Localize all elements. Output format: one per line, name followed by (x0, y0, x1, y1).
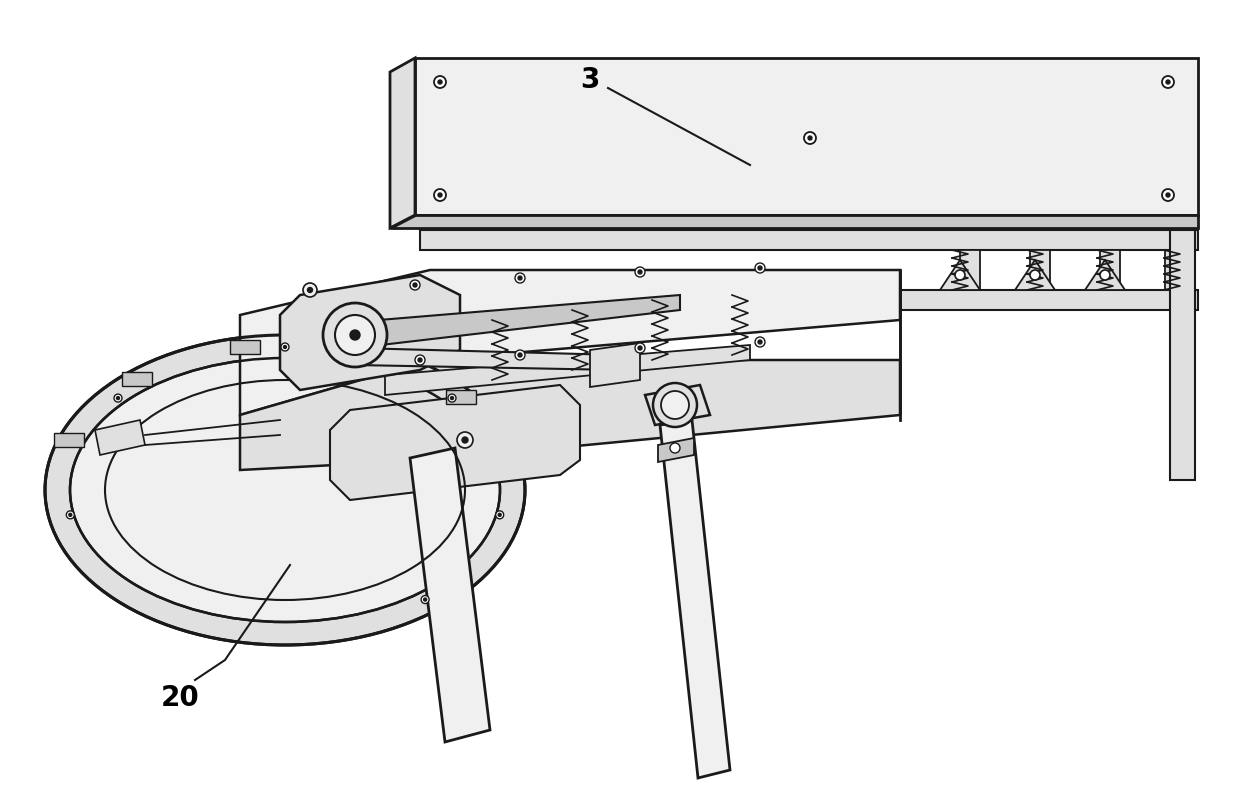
Circle shape (1166, 193, 1171, 197)
Circle shape (434, 189, 446, 201)
Circle shape (438, 193, 441, 197)
Circle shape (424, 598, 427, 601)
Polygon shape (660, 420, 730, 778)
Circle shape (515, 273, 525, 283)
Polygon shape (1171, 230, 1195, 480)
Polygon shape (367, 351, 397, 366)
Circle shape (463, 437, 467, 443)
Circle shape (413, 283, 417, 287)
Ellipse shape (45, 335, 525, 645)
Circle shape (114, 394, 122, 402)
Circle shape (635, 267, 645, 277)
Circle shape (955, 270, 965, 280)
Circle shape (438, 80, 441, 84)
Circle shape (804, 132, 816, 144)
Polygon shape (241, 360, 900, 470)
Circle shape (1100, 270, 1110, 280)
Circle shape (653, 383, 697, 427)
Polygon shape (410, 448, 490, 742)
Circle shape (758, 340, 763, 344)
Polygon shape (384, 345, 750, 395)
Polygon shape (590, 343, 640, 387)
Circle shape (639, 346, 642, 350)
Circle shape (1162, 76, 1174, 88)
Polygon shape (420, 290, 1198, 310)
Circle shape (758, 266, 763, 270)
Circle shape (755, 263, 765, 273)
Circle shape (415, 355, 425, 365)
Ellipse shape (69, 358, 500, 622)
Polygon shape (1085, 260, 1125, 290)
Circle shape (410, 280, 420, 290)
Polygon shape (53, 434, 84, 447)
Polygon shape (355, 348, 620, 370)
Circle shape (434, 76, 446, 88)
Polygon shape (645, 385, 711, 425)
Polygon shape (241, 270, 900, 415)
Polygon shape (231, 340, 260, 354)
Circle shape (518, 276, 522, 280)
Polygon shape (280, 275, 460, 390)
Circle shape (1030, 270, 1040, 280)
Circle shape (68, 513, 72, 516)
Circle shape (1162, 189, 1174, 201)
Circle shape (661, 391, 689, 419)
Circle shape (639, 270, 642, 274)
Circle shape (418, 358, 422, 362)
Circle shape (281, 343, 289, 351)
Circle shape (1166, 80, 1171, 84)
Circle shape (117, 397, 119, 399)
Polygon shape (420, 230, 1198, 250)
Polygon shape (1100, 250, 1120, 290)
Circle shape (670, 443, 680, 453)
Circle shape (284, 346, 286, 348)
Circle shape (422, 595, 429, 603)
Circle shape (515, 350, 525, 360)
Polygon shape (1166, 250, 1185, 290)
Polygon shape (330, 385, 580, 500)
Circle shape (66, 511, 74, 519)
Polygon shape (391, 58, 415, 228)
Circle shape (335, 315, 374, 355)
Polygon shape (1016, 260, 1055, 290)
Polygon shape (123, 372, 153, 386)
Polygon shape (355, 295, 680, 348)
Circle shape (635, 343, 645, 353)
Circle shape (496, 511, 503, 519)
Polygon shape (95, 420, 145, 455)
Polygon shape (1030, 250, 1050, 290)
Circle shape (808, 136, 812, 140)
Ellipse shape (69, 358, 500, 622)
Polygon shape (960, 250, 980, 290)
Circle shape (450, 397, 454, 399)
Circle shape (458, 432, 472, 448)
Polygon shape (391, 215, 1198, 228)
Circle shape (350, 330, 360, 340)
Circle shape (308, 288, 312, 292)
Circle shape (448, 394, 456, 402)
Text: 3: 3 (580, 66, 600, 94)
Circle shape (303, 283, 317, 297)
Polygon shape (940, 260, 980, 290)
Polygon shape (446, 390, 476, 404)
Circle shape (322, 303, 387, 367)
Circle shape (755, 337, 765, 347)
Polygon shape (415, 58, 1198, 215)
Circle shape (518, 353, 522, 357)
Polygon shape (658, 438, 694, 462)
Circle shape (498, 513, 501, 516)
Text: 20: 20 (161, 684, 200, 712)
